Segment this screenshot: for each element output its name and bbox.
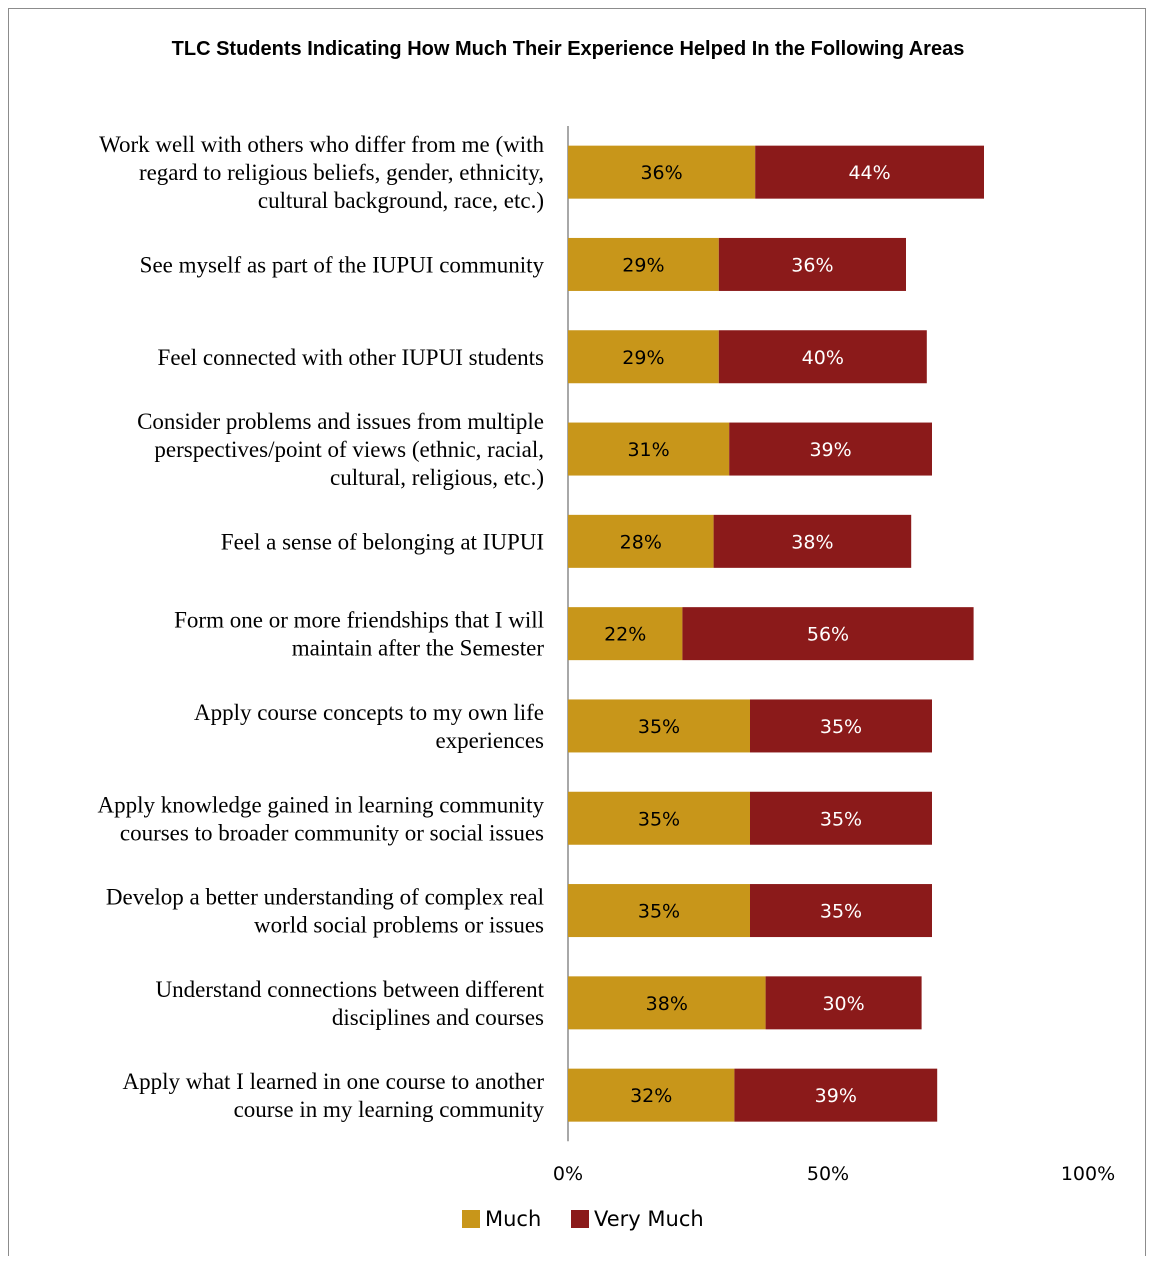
category-label-line: Consider problems and issues from multip… xyxy=(137,409,544,434)
category-label-line: Apply knowledge gained in learning commu… xyxy=(98,792,545,817)
data-label-very-much: 30% xyxy=(822,993,864,1015)
data-label-much: 35% xyxy=(638,808,680,830)
bar-very-much xyxy=(755,145,984,199)
category-label-line: Develop a better understanding of comple… xyxy=(106,885,544,910)
data-label-very-much: 35% xyxy=(820,901,862,923)
bar-very-much xyxy=(750,884,932,938)
legend-much-label: Much xyxy=(485,1207,541,1231)
bar-much xyxy=(568,607,683,661)
data-label-much: 28% xyxy=(620,531,662,553)
bar-very-much xyxy=(682,607,974,661)
data-label-very-much: 39% xyxy=(815,1085,857,1107)
bar-very-much xyxy=(718,237,906,291)
data-label-very-much: 44% xyxy=(848,162,890,184)
category-label-line: world social problems or issues xyxy=(254,913,544,938)
bar-very-much xyxy=(765,976,922,1030)
bar-very-much xyxy=(750,791,932,845)
x-tick-label: 0% xyxy=(553,1163,583,1185)
bar-much xyxy=(568,145,756,199)
category-label-line: regard to religious beliefs, gender, eth… xyxy=(139,160,544,185)
data-label-very-much: 36% xyxy=(791,254,833,276)
data-label-much: 35% xyxy=(638,901,680,923)
category-label: See myself as part of the IUPUI communit… xyxy=(140,252,545,277)
category-label-line: Form one or more friendships that I will xyxy=(174,608,544,633)
data-label-much: 22% xyxy=(604,624,646,646)
category-label-line: Understand connections between different xyxy=(155,977,544,1002)
category-label-line: Work well with others who differ from me… xyxy=(99,132,544,157)
bar-much xyxy=(568,422,730,476)
bar-much xyxy=(568,884,750,938)
data-label-much: 29% xyxy=(622,347,664,369)
category-label-line: maintain after the Semester xyxy=(292,636,545,661)
data-label-much: 29% xyxy=(622,254,664,276)
bar-much xyxy=(568,699,750,753)
bar-very-much xyxy=(713,514,912,568)
legend-much-swatch xyxy=(462,1210,480,1228)
category-label: Apply what I learned in one course to an… xyxy=(122,1069,544,1122)
category-label-line: courses to broader community or social i… xyxy=(120,820,544,845)
bar-very-much xyxy=(718,330,927,384)
category-label: Develop a better understanding of comple… xyxy=(106,885,544,938)
legend-very-much-label: Very Much xyxy=(594,1207,704,1231)
bar-very-much xyxy=(729,422,932,476)
bar-much xyxy=(568,791,750,845)
x-tick-label: 50% xyxy=(807,1163,849,1185)
data-label-very-much: 35% xyxy=(820,808,862,830)
category-label-line: Apply course concepts to my own life xyxy=(194,700,544,725)
bar-very-much xyxy=(750,699,932,753)
category-label: Understand connections between different… xyxy=(155,977,544,1030)
bar-much xyxy=(568,514,714,568)
category-label: Feel a sense of belonging at IUPUI xyxy=(221,529,544,554)
data-label-much: 36% xyxy=(640,162,682,184)
category-label-line: disciplines and courses xyxy=(332,1005,544,1030)
category-label-line: perspectives/point of views (ethnic, rac… xyxy=(154,437,544,462)
category-label-line: course in my learning community xyxy=(234,1097,545,1122)
category-label-line: cultural, religious, etc.) xyxy=(330,465,544,490)
data-label-much: 32% xyxy=(630,1085,672,1107)
chart-title: TLC Students Indicating How Much Their E… xyxy=(171,38,965,60)
bar-much xyxy=(568,330,719,384)
category-label-line: See myself as part of the IUPUI communit… xyxy=(140,252,545,277)
data-label-very-much: 39% xyxy=(809,439,851,461)
data-label-very-much: 40% xyxy=(802,347,844,369)
category-label: Apply course concepts to my own life expe… xyxy=(194,700,544,753)
category-label: Apply knowledge gained in learning commu… xyxy=(98,792,545,845)
category-label-line: Apply what I learned in one course to an… xyxy=(122,1069,544,1094)
category-label-line: cultural background, race, etc.) xyxy=(258,188,544,213)
data-label-very-much: 56% xyxy=(807,624,849,646)
category-label: Feel connected with other IUPUI students xyxy=(158,345,544,370)
category-label-line: experiences xyxy=(435,728,544,753)
data-label-much: 38% xyxy=(646,993,688,1015)
data-label-very-much: 35% xyxy=(820,716,862,738)
bar-very-much xyxy=(734,1068,938,1122)
category-label-line: Feel connected with other IUPUI students xyxy=(158,345,544,370)
category-label-line: Feel a sense of belonging at IUPUI xyxy=(221,529,544,554)
data-label-much: 35% xyxy=(638,716,680,738)
data-label-much: 31% xyxy=(627,439,669,461)
category-label: Consider problems and issues from multip… xyxy=(137,409,544,490)
bar-much xyxy=(568,237,719,291)
category-label: Form one or more friendships that I will… xyxy=(174,608,544,661)
bar-much xyxy=(568,976,766,1030)
category-label: Work well with others who differ from me… xyxy=(99,132,544,213)
legend-very-much-swatch xyxy=(571,1210,589,1228)
x-tick-label: 100% xyxy=(1061,1163,1115,1185)
bar-much xyxy=(568,1068,735,1122)
data-label-very-much: 38% xyxy=(791,531,833,553)
